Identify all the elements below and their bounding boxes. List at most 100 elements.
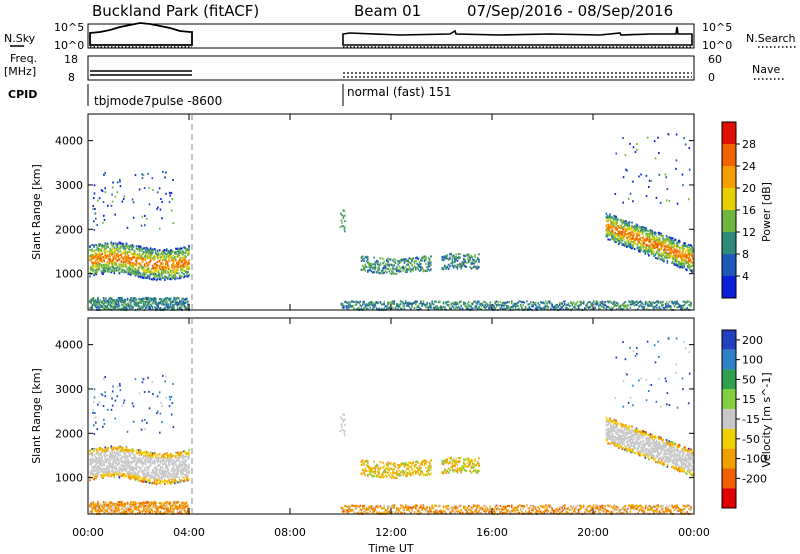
scatter-cell (146, 267, 149, 270)
scatter-cell (577, 308, 580, 311)
scatter-cell (186, 248, 188, 251)
scatter-cell (171, 256, 173, 259)
scatter-cell (176, 304, 179, 307)
scatter-cell (124, 251, 127, 254)
scatter-cell (175, 251, 177, 254)
scatter-cell (100, 258, 102, 261)
scatter-cell (460, 305, 463, 308)
scatter-cell (677, 305, 680, 308)
scatter-cell (120, 263, 123, 266)
scatter-cell (169, 301, 172, 304)
scatter-cell (154, 302, 156, 305)
scatter-cell (664, 303, 667, 306)
scatter-cell (658, 232, 661, 235)
scatter-cell (131, 305, 133, 308)
scatter-cell (99, 259, 101, 262)
scatter-cell (345, 306, 348, 309)
scatter-cell (668, 300, 671, 303)
nsearch-label: N.Search (746, 32, 796, 45)
scatter-cell (413, 266, 416, 269)
scatter-cell (179, 251, 181, 254)
scatter-cell (687, 300, 690, 303)
scatter-cell (152, 501, 155, 504)
scatter-cell (142, 297, 145, 300)
scatter-cell (178, 255, 180, 258)
scatter-cell (552, 308, 555, 311)
scatter-cell (94, 507, 97, 510)
scatter-cell (666, 244, 669, 247)
scatter-cell (669, 256, 671, 259)
scatter-cell (681, 265, 684, 268)
scatter-cell (133, 271, 136, 274)
scatter-cell (173, 510, 175, 513)
scatter-cell (657, 253, 660, 256)
scatter-cell (105, 264, 108, 267)
scatter-cell (529, 308, 532, 311)
scatter-cell (384, 267, 387, 270)
scatter-cell (454, 505, 456, 508)
scatter-cell (447, 507, 450, 510)
scatter-cell (397, 269, 399, 272)
scatter-cell (625, 224, 627, 227)
scatter-cell (173, 296, 175, 299)
scatter-cell (151, 306, 154, 309)
scatter-cell (133, 501, 136, 504)
scatter-cell (620, 231, 623, 234)
scatter-cell (418, 506, 421, 509)
scatter-cell (102, 511, 105, 514)
scatter-cell (378, 307, 380, 310)
scatter-cell (172, 504, 174, 507)
scatter-cell (651, 301, 653, 304)
scatter-cell (124, 502, 127, 505)
scatter-cell (133, 252, 136, 255)
scatter-cell (380, 507, 383, 510)
scatter-cell (631, 221, 633, 224)
scatter-cell (151, 502, 154, 505)
scatter-cell (664, 173, 667, 176)
scatter-cell (678, 251, 681, 254)
scatter-cell (677, 241, 679, 244)
scatter-cell (543, 302, 546, 305)
scatter-cell (657, 300, 659, 303)
scatter-cell (105, 263, 108, 266)
scatter-cell (94, 212, 97, 215)
scatter-cell (184, 297, 187, 300)
scatter-cell (687, 257, 690, 260)
scatter-cell (394, 307, 397, 310)
scatter-cell (98, 257, 100, 260)
scatter-cell (173, 261, 175, 264)
scatter-cell (383, 260, 386, 263)
scatter-cell (135, 261, 138, 264)
scatter-cell (692, 248, 694, 251)
scatter-cell (532, 304, 534, 307)
scatter-cell (647, 250, 649, 253)
scatter-cell (608, 217, 610, 220)
scatter-cell (157, 301, 160, 304)
scatter-cell (121, 251, 124, 254)
scatter-cell (166, 500, 169, 503)
scatter-cell (596, 300, 599, 303)
scatter-cell (125, 257, 128, 260)
scatter-cell (595, 302, 598, 305)
scatter-cell (644, 226, 647, 229)
scatter-cell (126, 304, 129, 307)
scatter-cell (449, 511, 451, 514)
scatter-cell (100, 270, 102, 273)
scatter-cell (396, 267, 398, 270)
scatter-cell (669, 240, 671, 243)
scatter-cell (403, 268, 406, 271)
scatter-cell (499, 307, 502, 310)
scatter-cell (409, 511, 412, 514)
scatter-cell (660, 248, 663, 251)
scatter-cell (92, 204, 95, 207)
scatter-cell (692, 258, 694, 261)
scatter-cell (431, 504, 433, 507)
scatter-cell (119, 297, 122, 300)
scatter-cell (687, 303, 690, 306)
scatter-cell (682, 304, 685, 307)
scatter-cell (647, 252, 649, 255)
scatter-cell (518, 307, 521, 310)
scatter-cell (132, 265, 135, 268)
scatter-cell (476, 266, 479, 269)
scatter-cell (513, 302, 516, 305)
